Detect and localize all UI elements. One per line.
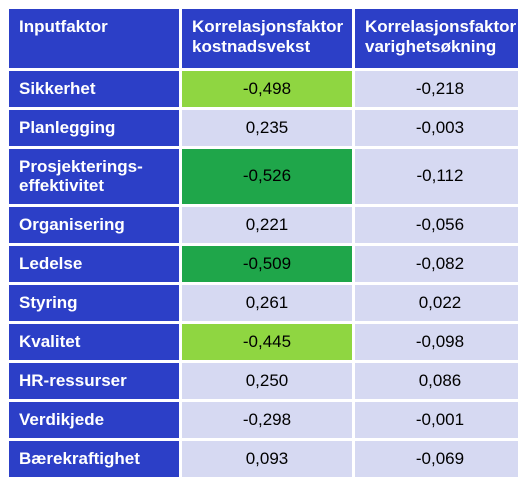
value-varighetsokning: -0,218 xyxy=(355,71,518,107)
header-kostnadsvekst: Korrelasjonsfaktor kostnadsvekst xyxy=(182,9,352,68)
value-varighetsokning: 0,086 xyxy=(355,363,518,399)
table-row: Verdikjede-0,298-0,001 xyxy=(9,402,518,438)
table-header-row: Inputfaktor Korrelasjonsfaktor kostnadsv… xyxy=(9,9,518,68)
table-row: Ledelse-0,509-0,082 xyxy=(9,246,518,282)
row-label: Styring xyxy=(9,285,179,321)
table-row: Organisering0,221-0,056 xyxy=(9,207,518,243)
table-row: Styring0,2610,022 xyxy=(9,285,518,321)
table-row: Bærekraftighet0,093-0,069 xyxy=(9,441,518,477)
value-varighetsokning: -0,082 xyxy=(355,246,518,282)
row-label: Prosjekterings-effektivitet xyxy=(9,149,179,204)
header-inputfaktor: Inputfaktor xyxy=(9,9,179,68)
value-kostnadsvekst: 0,261 xyxy=(182,285,352,321)
row-label: Kvalitet xyxy=(9,324,179,360)
value-kostnadsvekst: -0,298 xyxy=(182,402,352,438)
table-row: Prosjekterings-effektivitet-0,526-0,112 xyxy=(9,149,518,204)
value-kostnadsvekst: -0,445 xyxy=(182,324,352,360)
table-row: Kvalitet-0,445-0,098 xyxy=(9,324,518,360)
row-label: Planlegging xyxy=(9,110,179,146)
value-kostnadsvekst: 0,250 xyxy=(182,363,352,399)
value-kostnadsvekst: -0,498 xyxy=(182,71,352,107)
correlation-table: Inputfaktor Korrelasjonsfaktor kostnadsv… xyxy=(6,6,518,480)
table-body: Sikkerhet-0,498-0,218Planlegging0,235-0,… xyxy=(9,71,518,477)
row-label: Verdikjede xyxy=(9,402,179,438)
value-varighetsokning: -0,003 xyxy=(355,110,518,146)
value-kostnadsvekst: -0,526 xyxy=(182,149,352,204)
value-varighetsokning: 0,022 xyxy=(355,285,518,321)
row-label: Bærekraftighet xyxy=(9,441,179,477)
table-row: Sikkerhet-0,498-0,218 xyxy=(9,71,518,107)
row-label: Sikkerhet xyxy=(9,71,179,107)
table-row: HR-ressurser0,2500,086 xyxy=(9,363,518,399)
value-varighetsokning: -0,069 xyxy=(355,441,518,477)
value-varighetsokning: -0,001 xyxy=(355,402,518,438)
value-varighetsokning: -0,056 xyxy=(355,207,518,243)
value-kostnadsvekst: 0,093 xyxy=(182,441,352,477)
value-kostnadsvekst: 0,221 xyxy=(182,207,352,243)
row-label: Ledelse xyxy=(9,246,179,282)
row-label: HR-ressurser xyxy=(9,363,179,399)
row-label: Organisering xyxy=(9,207,179,243)
value-kostnadsvekst: 0,235 xyxy=(182,110,352,146)
header-varighetsokning: Korrelasjonsfaktor varighetsøkning xyxy=(355,9,518,68)
value-varighetsokning: -0,112 xyxy=(355,149,518,204)
table-row: Planlegging0,235-0,003 xyxy=(9,110,518,146)
value-varighetsokning: -0,098 xyxy=(355,324,518,360)
value-kostnadsvekst: -0,509 xyxy=(182,246,352,282)
